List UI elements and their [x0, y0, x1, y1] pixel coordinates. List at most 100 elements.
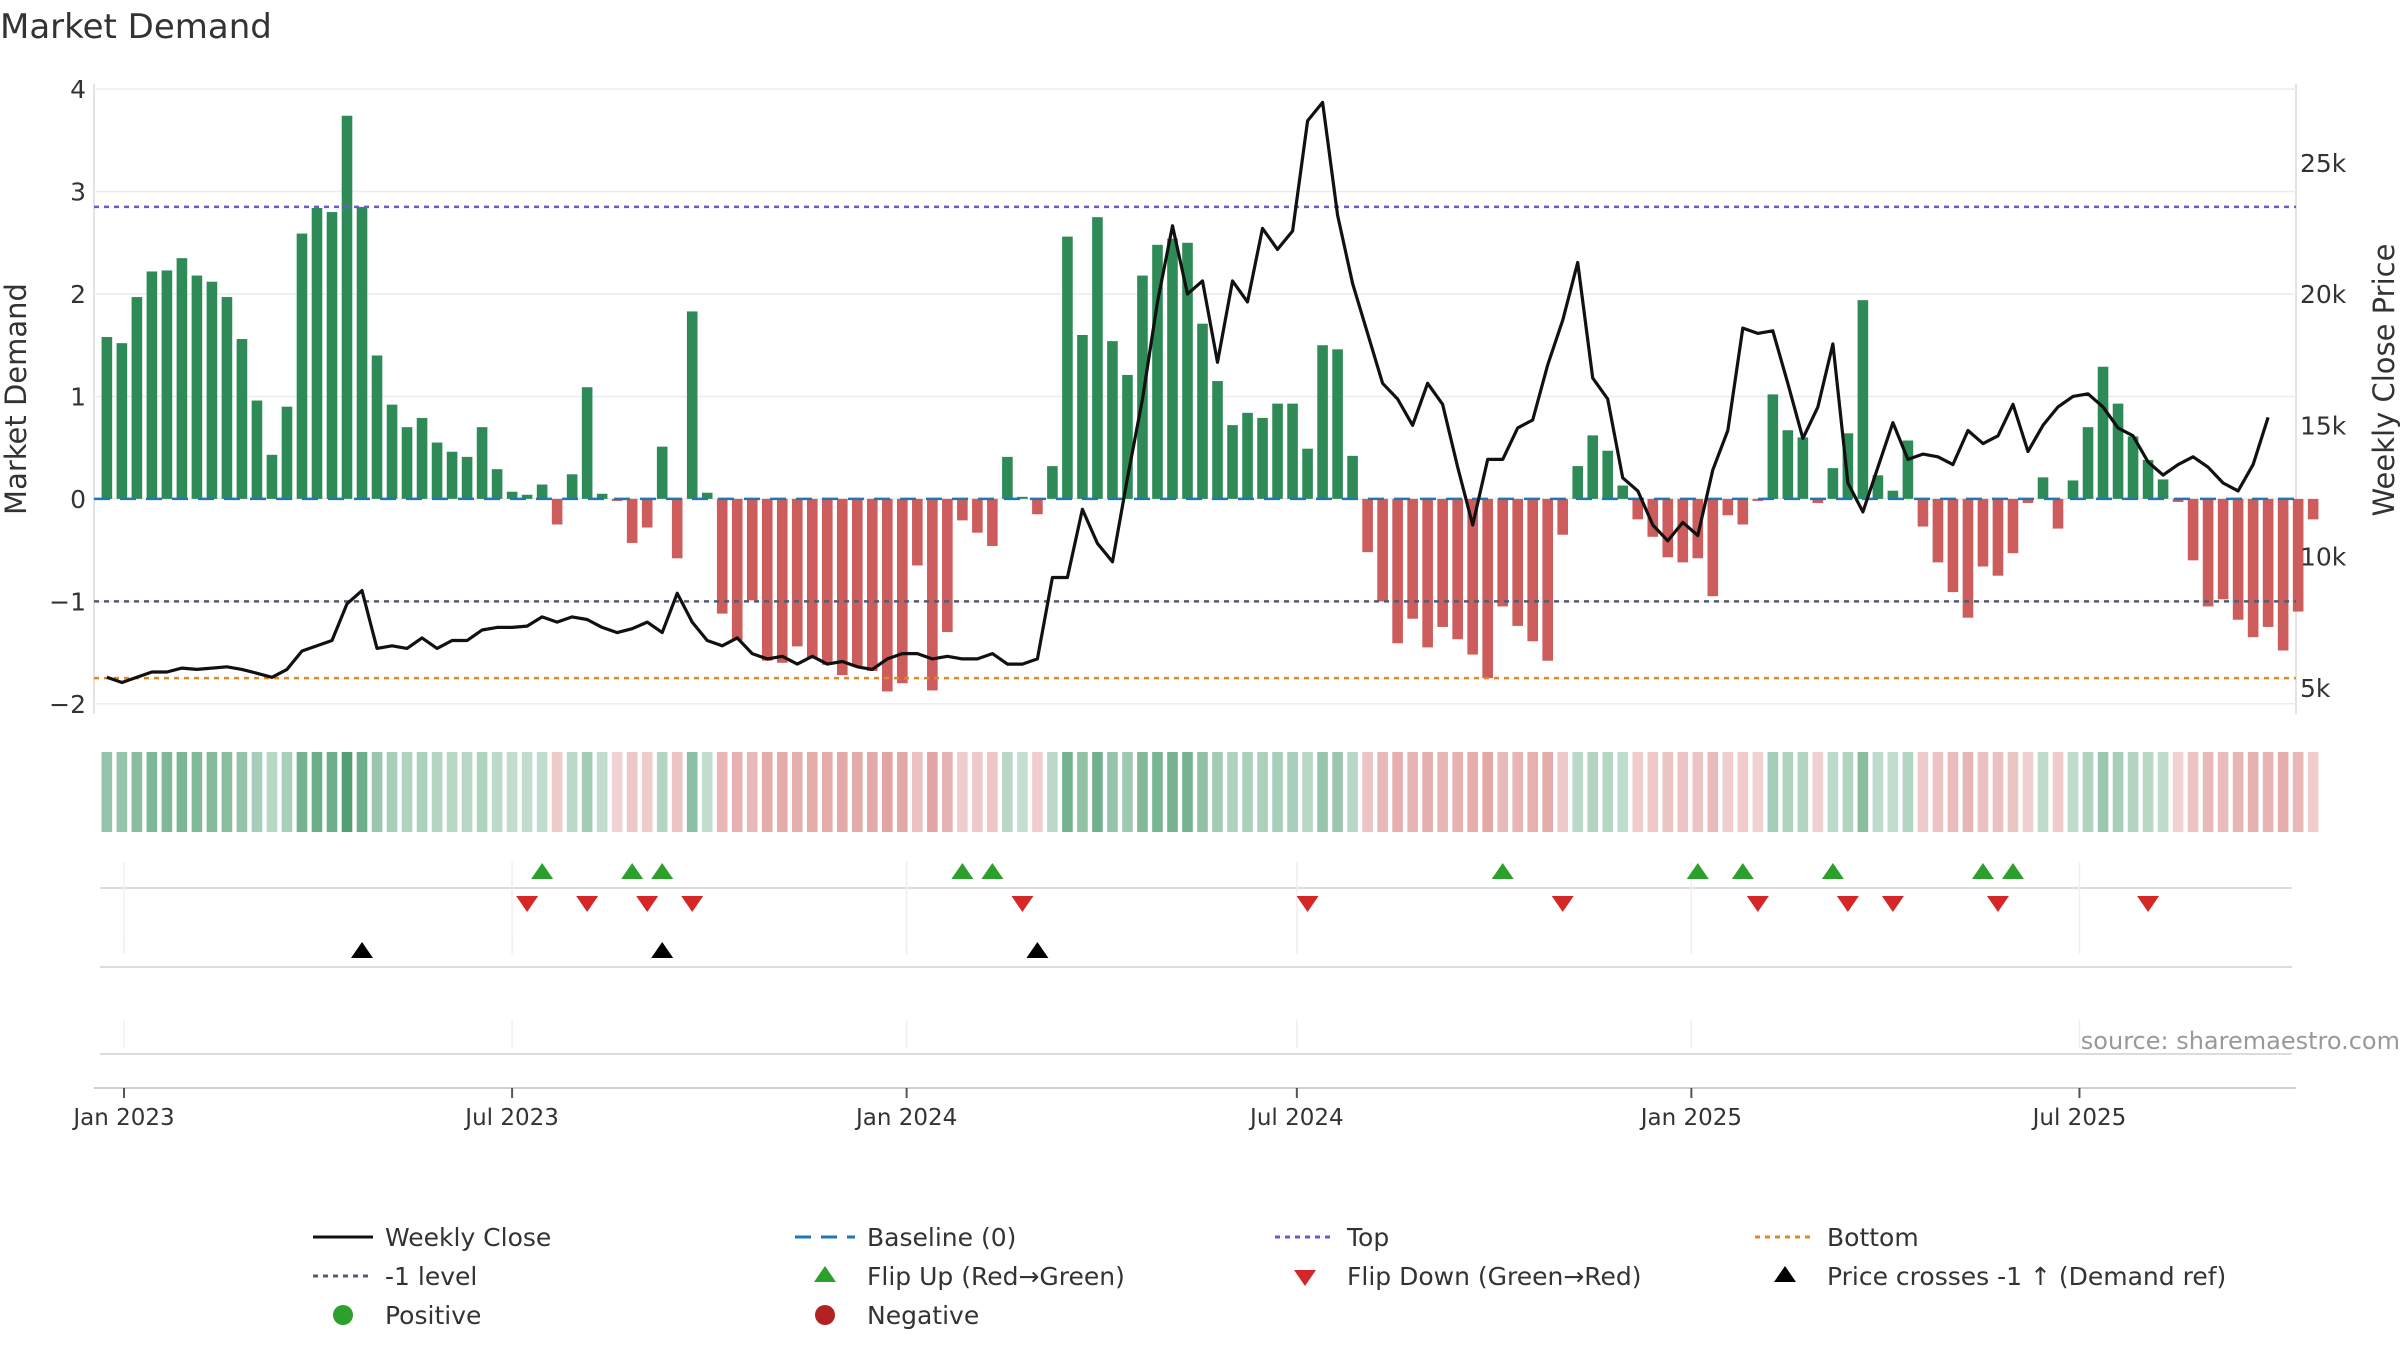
- demand-strip-cell: [506, 752, 518, 832]
- demand-strip-cell: [1362, 752, 1373, 832]
- demand-bar: [2277, 498, 2289, 651]
- demand-bar: [1587, 435, 1599, 499]
- demand-strip-cell: [2082, 752, 2094, 832]
- demand-bar: [2172, 498, 2184, 502]
- legend-label: Flip Down (Green→Red): [1347, 1262, 1642, 1291]
- demand-bar: [1602, 450, 1614, 499]
- demand-bar: [1017, 496, 1028, 499]
- demand-strip-cell: [716, 752, 728, 832]
- demand-bar: [506, 491, 518, 499]
- demand-bar: [761, 498, 773, 661]
- demand-strip-cell: [2037, 752, 2049, 832]
- legend-label: -1 level: [385, 1262, 477, 1291]
- x-axis: Jan 2023 Jul 2023 Jan 2024 Jul 2024 Jan 2025…: [71, 1087, 2296, 1131]
- demand-bar: [476, 427, 488, 499]
- demand-bar: [1032, 498, 1043, 515]
- demand-bar: [1782, 430, 1794, 499]
- demand-strip-cell: [686, 752, 698, 832]
- demand-strip-cell: [1692, 752, 1704, 832]
- legend: Weekly Close Baseline (0) Top Bottom -1 leve…: [313, 1223, 2226, 1330]
- demand-bar: [1062, 236, 1073, 499]
- demand-bar: [2142, 459, 2154, 499]
- demand-bar: [852, 498, 863, 666]
- demand-bar: [131, 297, 143, 499]
- demand-strip-cell: [836, 752, 848, 832]
- demand-strip-cell: [416, 752, 428, 832]
- demand-strip-cell: [867, 752, 878, 832]
- price-series: [106, 100, 2270, 685]
- source-label: source: sharemaestro.com: [2081, 1027, 2400, 1055]
- demand-strip-cell: [1407, 752, 1418, 832]
- demand-bar: [1572, 466, 1584, 499]
- demand-strip-cell: [641, 752, 653, 832]
- demand-strip-cell: [2262, 752, 2274, 832]
- demand-bar: [2082, 427, 2094, 499]
- demand-strip-cell: [476, 752, 488, 832]
- legend-label: Top: [1346, 1223, 1389, 1252]
- demand-strip-cell: [987, 752, 998, 832]
- demand-strip-cell: [1347, 752, 1358, 832]
- demand-strip-cell: [131, 752, 143, 832]
- demand-heat-strip: [101, 752, 2319, 832]
- demand-bar: [1362, 498, 1373, 553]
- demand-bar: [2157, 479, 2169, 499]
- demand-strip-cell: [236, 752, 248, 832]
- legend-swatch-triangle-up: [1774, 1266, 1796, 1282]
- demand-bar: [446, 451, 458, 499]
- y-tick-label: 2: [70, 280, 86, 309]
- demand-bar: [972, 498, 983, 533]
- demand-bar: [311, 207, 323, 499]
- demand-bar: [626, 498, 638, 543]
- demand-bar: [1332, 349, 1343, 499]
- demand-strip-cell: [1917, 752, 1929, 832]
- demand-bar: [1167, 238, 1178, 499]
- demand-bar: [1317, 345, 1328, 499]
- demand-bar: [957, 498, 968, 521]
- demand-strip-cell: [731, 752, 743, 832]
- demand-bar: [2307, 498, 2319, 520]
- demand-strip-cell: [1617, 752, 1629, 832]
- demand-bar: [1182, 242, 1193, 499]
- demand-bar: [1797, 437, 1809, 499]
- demand-strip-cell: [311, 752, 323, 832]
- flip-down-marker: [1551, 896, 1574, 912]
- demand-strip-cell: [1032, 752, 1043, 832]
- demand-bar: [596, 493, 608, 499]
- demand-strip-cell: [101, 752, 113, 832]
- y-axis-label: Market Demand: [0, 283, 33, 515]
- demand-strip-cell: [761, 752, 773, 832]
- demand-strip-cell: [2247, 752, 2259, 832]
- demand-strip-cell: [1677, 752, 1689, 832]
- demand-strip-cell: [1812, 752, 1824, 832]
- demand-bar: [191, 275, 203, 499]
- demand-strip-cell: [596, 752, 608, 832]
- demand-bar: [2247, 498, 2259, 638]
- demand-bar: [1467, 498, 1478, 655]
- legend-label: Negative: [867, 1301, 979, 1330]
- demand-strip-cell: [446, 752, 458, 832]
- demand-strip-cell: [1257, 752, 1268, 832]
- x-tick-label: Jan 2025: [1639, 1105, 1742, 1131]
- demand-bar: [927, 498, 938, 691]
- x-tick-label: Jan 2024: [854, 1105, 957, 1131]
- demand-strip-cell: [386, 752, 398, 832]
- demand-strip-cell: [1212, 752, 1223, 832]
- demand-bar: [581, 387, 593, 499]
- demand-strip-cell: [2022, 752, 2034, 832]
- demand-bar: [1272, 403, 1283, 499]
- legend-swatch-triangle-up: [814, 1266, 836, 1282]
- demand-strip-cell: [1317, 752, 1328, 832]
- demand-strip-cell: [746, 752, 758, 832]
- flip-up-marker: [981, 863, 1004, 879]
- demand-bar: [791, 498, 803, 647]
- demand-strip-cell: [912, 752, 923, 832]
- demand-bar: [551, 498, 563, 525]
- demand-bar: [1827, 468, 1839, 499]
- flip-up-marker: [1686, 863, 1709, 879]
- demand-bar: [897, 498, 908, 684]
- demand-bar: [1242, 412, 1253, 499]
- demand-strip-cell: [1842, 752, 1854, 832]
- flip-down-marker: [1296, 896, 1319, 912]
- demand-bar: [356, 206, 368, 499]
